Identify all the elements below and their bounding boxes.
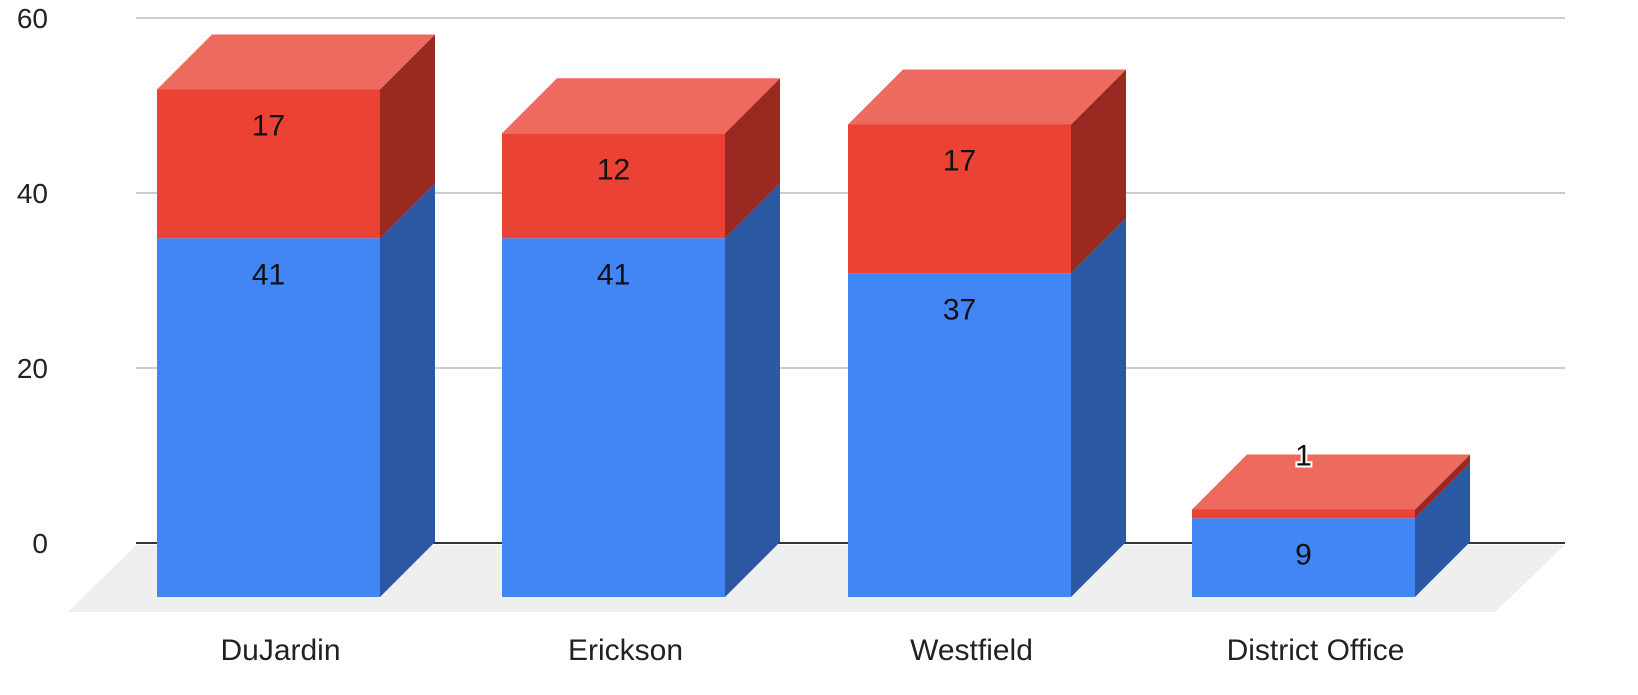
bar-2-series-1-side — [1071, 69, 1126, 274]
bar-0-series-1-side — [380, 34, 435, 239]
bar-1-series-1-front — [502, 133, 725, 239]
bar-1-series-0-side — [725, 183, 780, 597]
data-label-0-series-0: 41 — [252, 258, 285, 291]
x-category-label: District Office — [1227, 634, 1405, 667]
bar-3-series-1-side — [1415, 454, 1470, 519]
y-tick-label: 60 — [17, 3, 48, 34]
bar-0-top — [157, 34, 435, 90]
data-label-1-series-0: 41 — [597, 258, 630, 291]
floor-plane — [68, 545, 1565, 612]
bar-1-series-1-side — [725, 78, 780, 239]
y-tick-label: 0 — [32, 528, 48, 559]
bar-0-series-0-front — [157, 238, 380, 597]
bars — [157, 34, 1470, 597]
bar-2-top — [848, 69, 1126, 125]
y-tick-label: 20 — [17, 353, 48, 384]
bar-3-series-1-front — [1192, 509, 1415, 519]
data-labels: 41 17 41 12 37 17 9 1 — [252, 110, 1314, 572]
bar-2-series-0-front — [848, 273, 1071, 597]
data-label-0-series-1: 17 — [252, 110, 285, 143]
bar-2-series-0-side — [1071, 218, 1126, 597]
bar-2-series-1-front — [848, 124, 1071, 274]
x-category-label: Westfield — [910, 634, 1033, 667]
bar-3-series-0-front — [1192, 518, 1415, 597]
bar-1-series-0-front — [502, 238, 725, 597]
y-tick-label: 40 — [17, 178, 48, 209]
bar-3-top — [1192, 454, 1470, 510]
x-category-label: DuJardin — [220, 634, 340, 667]
data-label-2-series-0: 37 — [943, 293, 976, 326]
chart-floor — [68, 545, 1565, 612]
y-axis-ticks: 0 20 40 60 — [17, 3, 48, 559]
x-axis-labels: DuJardin Erickson Westfield District Office — [220, 634, 1404, 667]
bar-1-top — [502, 78, 780, 134]
data-label-1-series-1: 12 — [597, 153, 630, 186]
bar-0-series-1-front — [157, 89, 380, 239]
data-label-3-series-1: 1 — [1295, 440, 1312, 473]
bar-0-series-0-side — [380, 183, 435, 597]
x-category-label: Erickson — [568, 634, 683, 667]
data-label-3-series-0: 9 — [1295, 538, 1312, 571]
data-label-2-series-1: 17 — [943, 145, 976, 178]
bar-3-series-0-side — [1415, 463, 1470, 597]
